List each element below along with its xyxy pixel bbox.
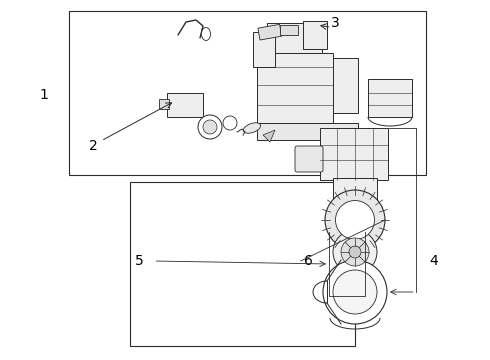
Bar [159,99,169,109]
Bar [69,11,426,175]
Ellipse shape [201,27,211,40]
Text: 2: 2 [89,139,98,153]
Bar [333,58,358,113]
Ellipse shape [244,123,261,133]
Text: 4: 4 [429,254,438,268]
Bar [320,128,388,180]
Bar [167,93,203,117]
Bar [368,79,412,117]
Text: 1: 1 [40,89,49,102]
Bar [333,178,377,200]
Bar [303,21,327,49]
Circle shape [333,230,377,274]
Text: 3: 3 [331,17,340,30]
Circle shape [323,260,387,324]
Circle shape [349,246,361,258]
Bar [267,23,322,53]
Polygon shape [263,130,275,142]
Circle shape [333,270,377,314]
Bar [130,182,355,346]
Bar [257,53,333,123]
Circle shape [341,238,369,266]
Text: 6: 6 [304,254,313,268]
Polygon shape [257,123,358,140]
Bar [253,32,275,67]
Circle shape [325,190,385,250]
Text: 5: 5 [135,254,144,268]
Circle shape [336,201,374,239]
Circle shape [203,120,217,134]
Bar [258,24,282,40]
Circle shape [198,115,222,139]
Circle shape [223,116,237,130]
FancyBboxPatch shape [295,146,323,172]
Bar [280,25,298,35]
